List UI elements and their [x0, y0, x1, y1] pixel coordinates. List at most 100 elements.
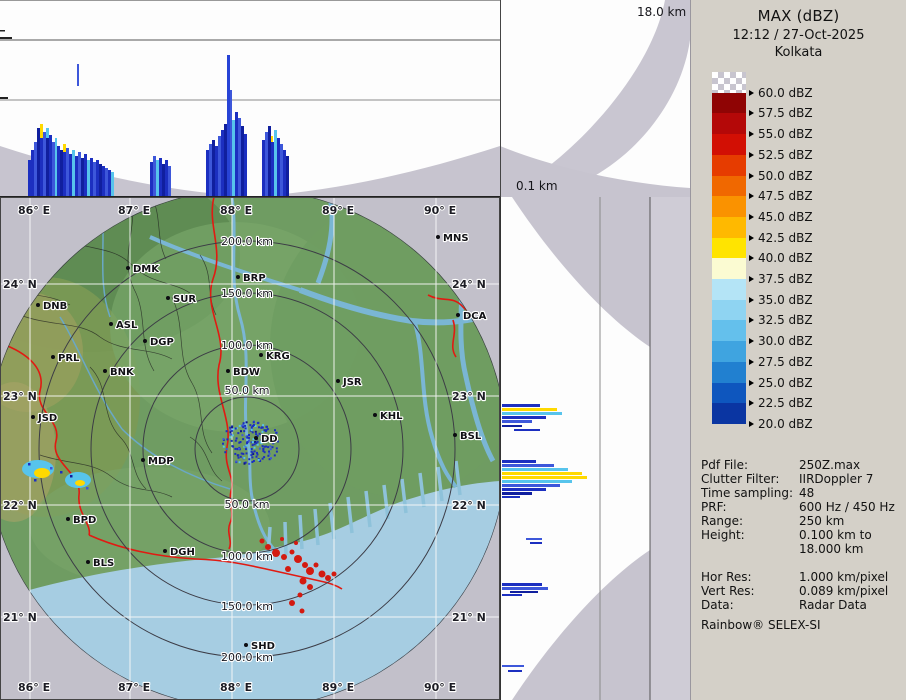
info-value: 250Z.max	[799, 458, 861, 472]
range-ring-label: 50.0 km	[224, 498, 269, 511]
legend-level: 45.0 dBZ	[749, 210, 813, 224]
echo-dot	[263, 451, 266, 454]
echo-dot	[28, 463, 31, 466]
echo-blob-red	[297, 592, 303, 598]
echo-dot	[262, 450, 265, 452]
echo-dot	[241, 434, 244, 437]
latitude-label: 21° N	[3, 611, 37, 624]
ns-echo-bar	[508, 670, 522, 672]
legend-band	[712, 382, 746, 404]
echo-dot	[275, 450, 278, 453]
echo-dot	[239, 455, 242, 458]
echo-dot	[269, 445, 272, 448]
echo-dot	[231, 426, 233, 429]
echo-dot	[253, 443, 256, 446]
ns-echo-bar	[502, 476, 587, 479]
city-dot-bsl	[453, 433, 457, 437]
echo-dot	[222, 445, 225, 448]
level-arrow-icon	[749, 213, 754, 220]
legend-level-label: 45.0 dBZ	[758, 209, 813, 224]
echo-dot	[231, 445, 234, 448]
ns-echo-bar	[502, 464, 554, 467]
info-label	[701, 542, 799, 556]
ew-echo-bar	[206, 150, 209, 196]
info-row: Pdf File: 250Z.max	[701, 458, 901, 472]
echo-dot	[232, 428, 235, 431]
range-ring-label: 100.0 km	[221, 550, 273, 563]
info-row: PRF: 600 Hz / 450 Hz	[701, 500, 901, 514]
level-arrow-icon	[749, 400, 754, 407]
corner-coverage-shadow	[500, 146, 690, 197]
height-axis-max-label: 18.0 km	[637, 5, 687, 19]
echo-dot	[236, 447, 239, 450]
echo-dot	[252, 421, 255, 424]
ns-echo-bar	[526, 538, 542, 540]
echo-dot	[256, 443, 259, 446]
echo-dot	[250, 426, 253, 429]
ew-echo-bar	[230, 90, 232, 196]
ew-echo-bar	[63, 152, 66, 196]
legend-level: 25.0 dBZ	[749, 376, 813, 390]
echo-dot	[225, 448, 228, 451]
city-dot-khl	[373, 413, 377, 417]
city-label-sur: SUR	[173, 294, 196, 305]
ns-coverage-shadow-bottom	[512, 550, 650, 700]
echo-dot	[252, 453, 255, 455]
legend-info-block: Pdf File: 250Z.max Clutter Filter: IIRDoppl…	[701, 458, 901, 612]
echo-dot	[246, 442, 248, 445]
info-label: PRF:	[701, 500, 727, 514]
ew-axis-tick	[0, 30, 5, 32]
ew-echo-bar	[63, 144, 66, 152]
echo-dot	[272, 442, 275, 445]
echo-dot	[266, 428, 269, 431]
legend-level-label: 60.0 dBZ	[758, 85, 813, 100]
echo-dot	[242, 452, 245, 455]
range-ring-label: 50.0 km	[224, 384, 269, 397]
ew-echo-bar	[66, 148, 69, 196]
echo-dot	[250, 448, 253, 450]
product-timestamp: 12:12 / 27-Oct-2025	[732, 28, 865, 43]
ew-echo-bar	[150, 162, 153, 196]
radar-map-panel: MNS DMK BRP SUR DNB DCA ASL DGP KRG PRL BDW BNK JSR J…	[0, 197, 500, 700]
ns-echo-bar	[502, 665, 524, 667]
city-dot-dd	[254, 436, 258, 440]
info-row: Vert Res: 0.089 km/pixel	[701, 584, 901, 598]
echo-dot	[269, 448, 272, 451]
info-row: Hor Res: 1.000 km/pixel	[701, 570, 901, 584]
echo-dot	[251, 441, 254, 444]
echo-blob-red	[285, 566, 291, 572]
legend-level: 27.5 dBZ	[749, 355, 813, 369]
echo-dot	[259, 441, 262, 444]
echo-dot	[252, 460, 255, 462]
legend-band	[712, 175, 746, 197]
legend-level-label: 37.5 dBZ	[758, 272, 813, 287]
echo-blob-red	[280, 537, 284, 541]
echo-blob-red	[294, 555, 302, 563]
legend-band	[712, 258, 746, 280]
legend-level: 35.0 dBZ	[749, 293, 813, 307]
ew-height-profile-panel	[0, 0, 500, 197]
legend-panel: MAX (dBZ) 12:12 / 27-Oct-2025 Kolkata 60…	[690, 0, 906, 700]
ns-echo-bar	[502, 420, 532, 423]
level-arrow-icon	[749, 89, 754, 96]
ew-echo-bar	[84, 154, 87, 196]
echo-dot	[267, 446, 270, 449]
info-label: Height:	[701, 528, 745, 542]
city-dot-mns	[436, 235, 440, 239]
legend-level-label: 55.0 dBZ	[758, 127, 813, 142]
city-label-dgh: DGH	[170, 547, 195, 558]
ew-echo-bar	[90, 158, 93, 196]
legend-band	[712, 92, 746, 114]
echo-dot	[253, 446, 256, 449]
legend-level: 32.5 dBZ	[749, 313, 813, 327]
ns-echo-bar	[502, 484, 560, 487]
echo-dot	[248, 462, 251, 465]
legend-level: 20.0 dBZ	[749, 417, 813, 431]
echo-dot	[246, 436, 249, 439]
echo-dot	[276, 440, 279, 443]
echo-dot	[265, 425, 268, 428]
echo-dot	[229, 428, 232, 431]
echo-dot	[251, 431, 254, 434]
echo-dot	[243, 430, 246, 433]
ns-out-of-axis-strip	[650, 197, 690, 700]
